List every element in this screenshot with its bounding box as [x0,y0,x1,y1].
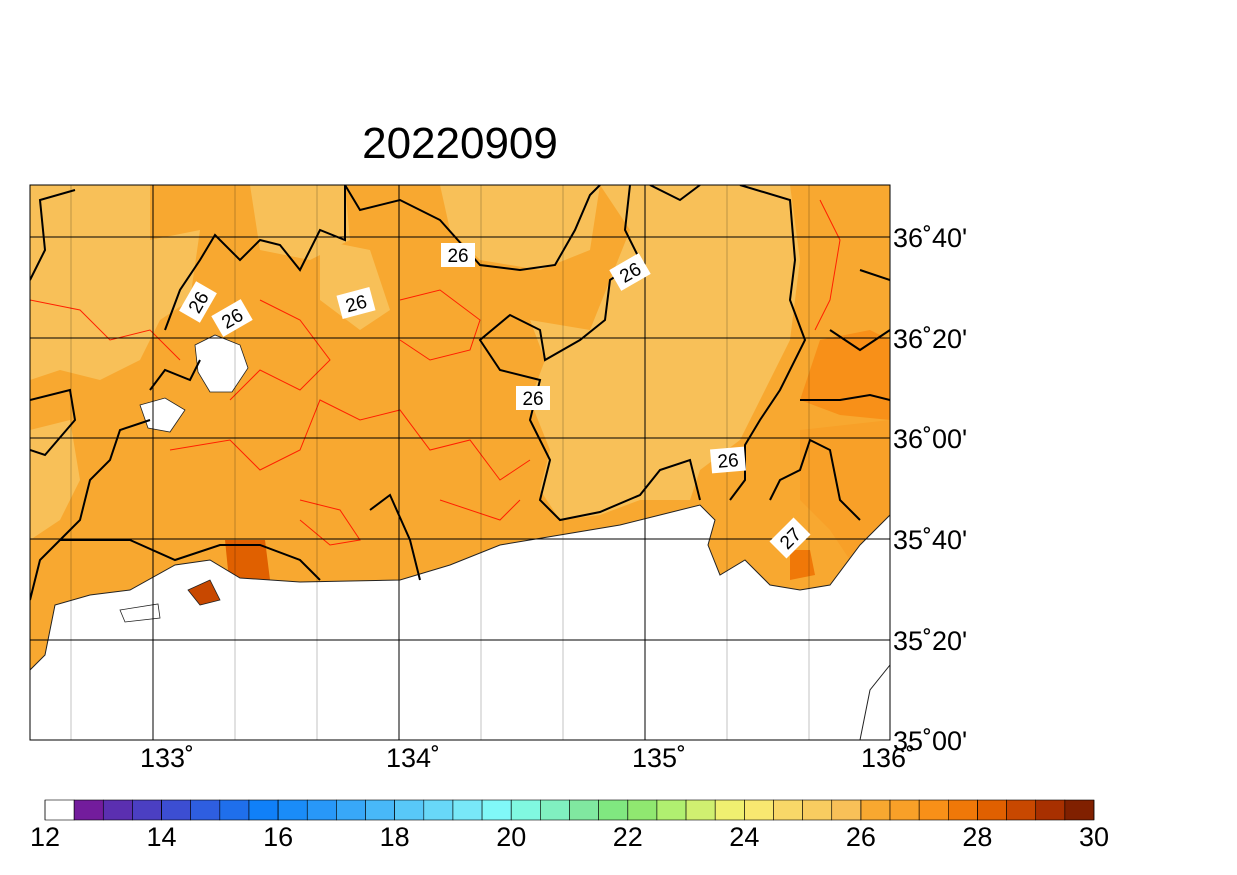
contour-label: 26 [211,299,253,337]
colorbar-tick-label: 22 [613,822,643,852]
colorbar-box [860,799,891,821]
contour-label-box [769,517,811,559]
contour-26 [30,185,890,601]
colorbar-tick-label: 26 [846,822,876,852]
contour-label-box [336,287,376,319]
colorbar-tick-label: 24 [729,822,759,852]
contour-label-text: 26 [447,246,468,267]
colorbar-box [73,799,104,821]
land [859,664,890,740]
contour-label-box [609,253,651,291]
colorbar-box [569,799,599,821]
contour-label-box [211,299,253,337]
colorbar-box [423,799,454,821]
lat-label: 35˚00' [893,726,967,756]
colorbar-box [714,799,745,821]
contour-label-text: 26 [522,389,543,410]
contour-label-box [710,446,746,474]
island [119,603,161,623]
lat-label: 35˚20' [893,626,967,656]
colorbar-box [481,799,512,821]
island [139,397,186,433]
contour-minor [30,199,841,546]
island [187,579,221,606]
lat-label: 35˚40' [893,525,967,555]
island [194,334,249,393]
colorbar-box [306,799,337,821]
colorbar-tick-label: 16 [263,822,293,852]
colorbar-box [452,799,483,821]
colorbar-box [802,799,833,821]
colorbar-box [219,799,250,821]
contour-label-text: 26 [717,450,740,473]
colorbar-tick-label: 14 [147,822,177,852]
sst-region [790,550,815,580]
sst-region [440,185,600,270]
colorbar-box [744,799,774,821]
sst-region [800,420,890,560]
lat-label: 36˚00' [893,424,967,454]
colorbar-box [1006,799,1037,821]
colorbar-box [1035,799,1066,821]
colorbar-box [977,799,1007,821]
colorbar-box [336,799,366,821]
sst-region [30,420,80,540]
contour-label-box [441,243,475,267]
colorbar-box [656,799,687,821]
colorbar-box [102,799,133,821]
colorbar-tick-label: 12 [30,822,60,852]
colorbar-box [161,799,191,821]
contour-label-box [179,281,217,323]
colorbar-tick-label: 30 [1079,822,1109,852]
colorbar-box [948,799,978,821]
colorbar-box [248,799,279,821]
contour-label-box [516,386,550,410]
colorbar-box [918,799,949,821]
colorbar-box [1064,799,1095,821]
lat-label: 36˚20' [893,324,967,354]
colorbar-box [394,799,425,821]
colorbar: 12 14 16 18 20 22 24 26 28 30 [30,799,1109,852]
colorbar-box [831,799,862,821]
lon-label: 135˚ [632,743,686,773]
colorbar-box [190,799,221,821]
lon-label: 134˚ [386,743,440,773]
colorbar-box [773,799,803,821]
contour-label: 26 [441,243,475,267]
colorbar-box [510,799,541,821]
land [30,504,890,740]
sst-region [530,185,800,520]
colorbar-box [598,799,629,821]
sst-region [30,185,200,380]
map-frame [29,184,891,741]
colorbar-tick-label: 20 [496,822,526,852]
colorbar-box [132,799,162,821]
lat-label: 36˚40' [893,223,967,253]
colorbar-box [277,799,308,821]
colorbar-box [540,799,570,821]
sst-region [800,330,890,420]
graticule [30,185,890,740]
contour-label: 26 [516,386,550,410]
title: 20220909 [362,119,558,168]
colorbar-tick-label: 18 [380,822,410,852]
colorbar-box [365,799,395,821]
colorbar-tick-label: 28 [962,822,992,852]
colorbar-box [685,799,716,821]
lon-label: 133˚ [140,743,194,773]
colorbar-box [44,799,75,821]
lon-label: 136˚ [861,743,915,773]
colorbar-box [627,799,658,821]
colorbar-box [889,799,920,821]
contour-label: 26 [710,446,746,474]
graticule-minor [70,185,810,740]
